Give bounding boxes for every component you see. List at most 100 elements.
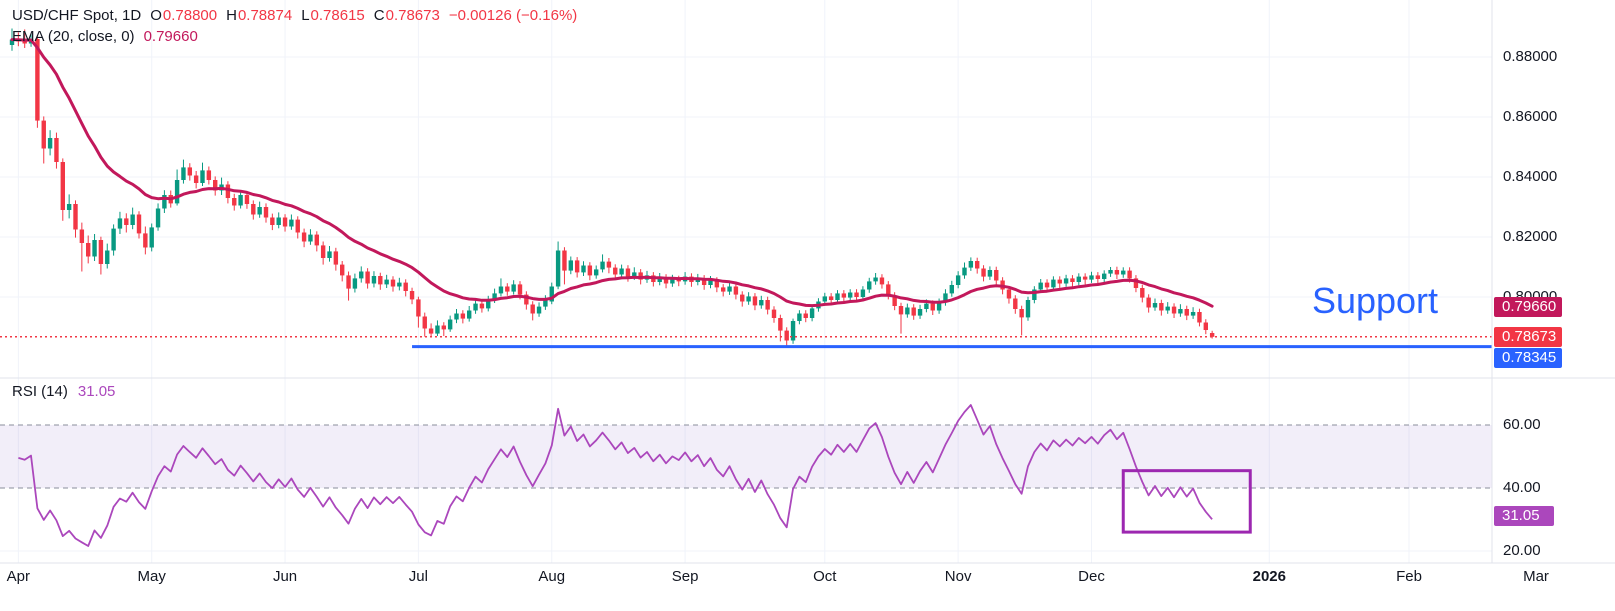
ohlc-legend-row[interactable]: USD/CHF Spot, 1D O0.78800 H0.78874 L0.78… [12, 7, 577, 28]
candle-body [479, 303, 485, 309]
candle-body [86, 243, 91, 257]
symbol-legend[interactable]: USD/CHF Spot, 1D O0.78800 H0.78874 L0.78… [12, 7, 577, 49]
candle-body [22, 41, 27, 44]
candle-body [536, 306, 542, 314]
candle-body [270, 217, 275, 225]
time-axis-label[interactable]: Jul [408, 568, 428, 585]
candle-body [441, 325, 446, 330]
candle-body [835, 293, 840, 300]
candle-body [1038, 282, 1043, 290]
candle-body [9, 39, 15, 45]
candle-body [206, 170, 212, 180]
candle-body [98, 240, 104, 264]
candle-body [467, 310, 472, 319]
time-axis-label[interactable]: Nov [944, 568, 972, 585]
candle-body [854, 292, 859, 297]
candle-body [809, 308, 815, 318]
candle-body [403, 282, 408, 291]
candle-body [1165, 306, 1170, 311]
time-axis-label[interactable]: Apr [6, 568, 31, 585]
candle-body [981, 268, 986, 277]
candle-body [962, 267, 967, 276]
candle-body [371, 276, 377, 284]
time-axis-label[interactable]: Jun [272, 568, 298, 585]
candle-body [428, 328, 434, 334]
candle-body [587, 265, 593, 276]
candle-body [574, 260, 580, 273]
annotation-box[interactable] [1121, 469, 1252, 534]
ema-legend-value: 0.79660 [143, 28, 198, 45]
time-axis-label[interactable]: May [137, 568, 166, 585]
candle-body [581, 265, 586, 273]
time-axis-label[interactable]: Oct [813, 568, 837, 585]
candle-body [708, 280, 713, 285]
candle-body [105, 250, 110, 264]
rsi-line[interactable] [18, 404, 1213, 547]
candle-body [936, 302, 942, 311]
candle-body [1076, 276, 1081, 282]
support-text-annotation[interactable]: Support [1311, 280, 1439, 321]
candle-body [1070, 278, 1075, 282]
candle-body [955, 275, 961, 285]
candle-body [1063, 278, 1069, 284]
time-axis-label[interactable]: Dec [1078, 568, 1105, 585]
candle-body [225, 184, 231, 198]
candle-body [1190, 312, 1196, 316]
time-axis-label[interactable]: Mar [1523, 568, 1549, 585]
ema-legend-row[interactable]: EMA (20, close, 0) 0.79660 [12, 28, 577, 49]
candle-body [1057, 279, 1062, 284]
candle-body [924, 303, 929, 309]
candle-body [1013, 298, 1018, 309]
candle-body [193, 175, 199, 183]
last-price-badge: 0.78673 [1494, 326, 1562, 347]
candle-body [263, 207, 269, 218]
candle-body [549, 286, 554, 302]
candle-body [60, 162, 65, 210]
candle-body [1032, 289, 1037, 300]
candle-body [606, 261, 612, 268]
candle-body [111, 228, 116, 251]
candle-body [1184, 309, 1189, 316]
candle-body [213, 180, 218, 191]
candle-body [1146, 297, 1151, 308]
legend-low: L0.78615 [301, 7, 365, 24]
rsi-axis-label: 40.00 [1503, 479, 1541, 496]
candle-body [1089, 275, 1094, 280]
candlesticks[interactable] [9, 28, 1215, 347]
candle-body [670, 279, 675, 284]
candle-body [346, 275, 351, 289]
candle-body [295, 219, 300, 233]
candle-body [308, 234, 313, 242]
candle-body [943, 293, 948, 303]
ema-line[interactable] [10, 38, 1214, 308]
candle-body [1140, 288, 1145, 298]
symbol-title: USD/CHF Spot, 1D [12, 7, 142, 24]
candle-body [568, 260, 573, 271]
candle-body [384, 279, 389, 285]
candle-body [73, 204, 78, 230]
candle-body [66, 204, 72, 210]
legend-close: C0.78673 [373, 7, 440, 24]
candle-body [124, 218, 129, 225]
legend-change: −0.00126 (−0.16%) [448, 7, 578, 24]
time-axis-label[interactable]: Aug [538, 568, 566, 585]
candle-body [841, 293, 847, 298]
rsi-value-badge: 31.05 [1494, 506, 1554, 527]
candle-body [600, 261, 605, 270]
candle-body [898, 306, 904, 315]
time-axis-label[interactable]: 2026 [1252, 568, 1286, 585]
candle-body [511, 284, 516, 292]
candle-body [35, 39, 40, 121]
candle-body [714, 280, 720, 288]
candle-body [1044, 282, 1050, 288]
time-axis-label[interactable]: Sep [671, 568, 699, 585]
candle-body [454, 313, 459, 320]
candle-body [41, 120, 46, 149]
candle-body [365, 271, 370, 284]
candle-body [492, 293, 497, 300]
time-axis-label[interactable]: Feb [1396, 568, 1422, 585]
candle-body [174, 180, 180, 204]
rsi-legend-row[interactable]: RSI (14) 31.05 [12, 383, 115, 400]
